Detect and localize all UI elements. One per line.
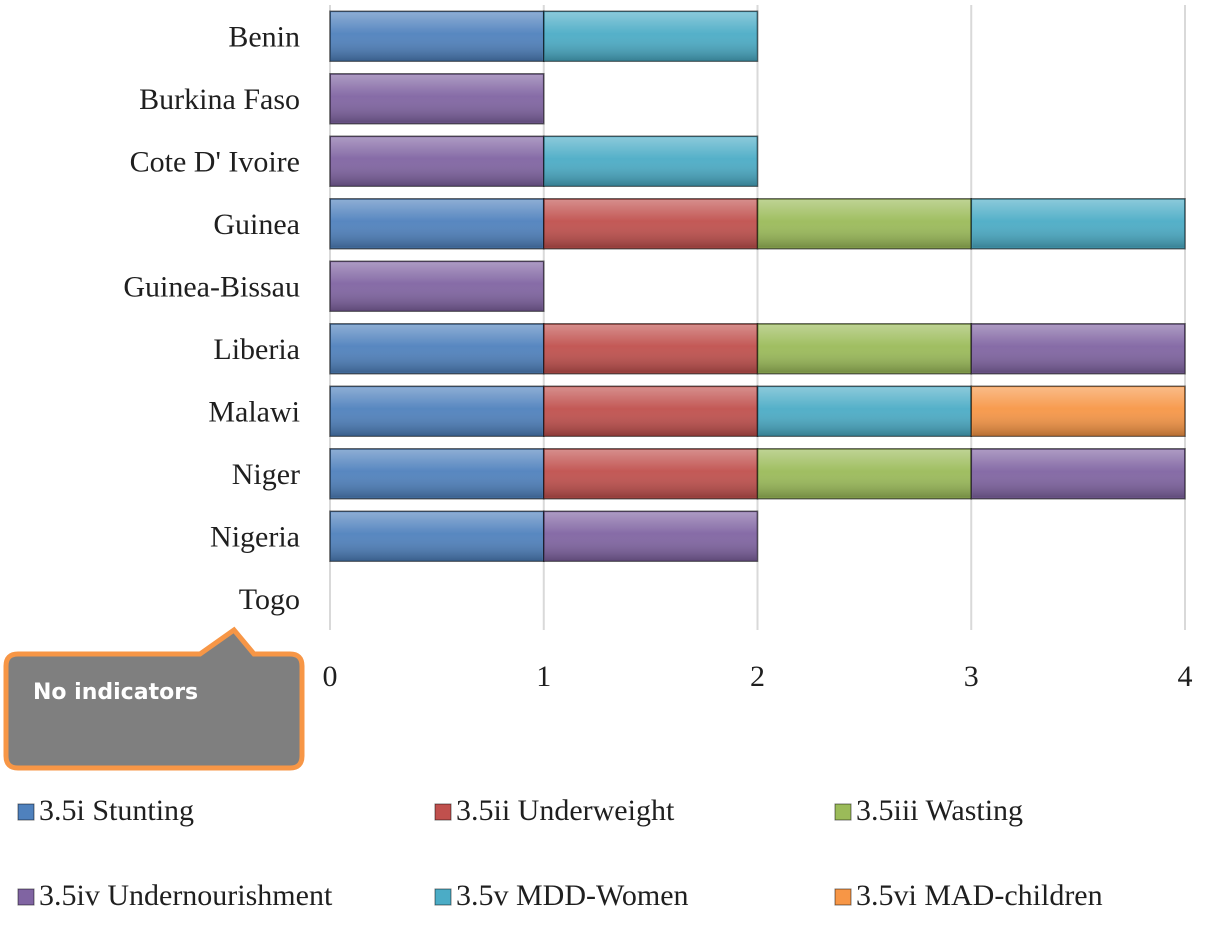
bar-segment-bevel — [758, 199, 971, 248]
legend-item-3-5iv-undernourishment: 3.5iv Undernourishment — [17, 879, 333, 912]
category-label-nigeria: Nigeria — [210, 520, 300, 553]
category-label-guinea: Guinea — [213, 208, 300, 241]
bar-guinea-bissau-3-5iv-undernourishment — [329, 260, 545, 312]
bar-segment-bevel — [331, 449, 543, 498]
bar-segment-bevel — [758, 387, 971, 436]
bar-segment-bevel — [544, 324, 757, 373]
category-label-cote-d-ivoire: Cote D' Ivoire — [130, 145, 300, 178]
bar-liberia-3-5ii-underweight — [543, 323, 759, 375]
bar-segment-bevel — [544, 137, 757, 186]
bar-segment-bevel — [544, 199, 757, 248]
bar-guinea-3-5i-stunting — [329, 198, 545, 250]
bar-liberia-3-5iv-undernourishment — [970, 323, 1186, 375]
bar-segment-bevel — [331, 74, 543, 123]
category-label-togo: Togo — [239, 583, 300, 616]
legend-swatch — [17, 803, 35, 821]
bar-segment-bevel — [331, 512, 543, 561]
bar-segment-bevel — [331, 199, 543, 248]
bar-segment-bevel — [544, 449, 757, 498]
bar-segment-bevel — [972, 387, 1184, 436]
bar-guinea-3-5v-mdd-women — [970, 198, 1186, 250]
bar-malawi-3-5vi-mad-children — [970, 385, 1186, 437]
bar-segment-bevel — [331, 387, 543, 436]
legend-item-3-5v-mdd-women: 3.5v MDD-Women — [434, 879, 689, 912]
legend-item-3-5i-stunting: 3.5i Stunting — [17, 794, 194, 827]
legend-swatch — [834, 888, 852, 906]
legend-swatch — [434, 803, 452, 821]
bar-cote-d-ivoire-3-5iv-undernourishment — [329, 135, 545, 187]
x-tick-label-3: 3 — [964, 660, 979, 693]
bar-segment-bevel — [544, 12, 757, 61]
legend-item-3-5iii-wasting: 3.5iii Wasting — [834, 794, 1023, 827]
legend-item-3-5ii-underweight: 3.5ii Underweight — [434, 794, 675, 827]
category-label-burkina-faso: Burkina Faso — [139, 83, 300, 116]
callout-shape — [3, 626, 305, 771]
bar-segment-bevel — [544, 512, 757, 561]
bar-nigeria-3-5iv-undernourishment — [543, 510, 759, 562]
bar-malawi-3-5i-stunting — [329, 385, 545, 437]
bar-segment-bevel — [331, 324, 543, 373]
legend-swatch — [17, 888, 35, 906]
bar-malawi-3-5v-mdd-women — [756, 385, 972, 437]
x-tick-label-2: 2 — [750, 660, 765, 693]
legend-label: 3.5iv Undernourishment — [39, 879, 333, 912]
bar-niger-3-5ii-underweight — [543, 448, 759, 500]
bar-segment-bevel — [331, 262, 543, 311]
bar-benin-3-5v-mdd-women — [543, 10, 759, 62]
callout-text: No indicators — [33, 680, 198, 705]
category-label-liberia: Liberia — [213, 333, 300, 366]
x-axis-tick-labels: 0 1 2 3 4 — [323, 660, 1193, 693]
bar-niger-3-5i-stunting — [329, 448, 545, 500]
bar-niger-3-5iii-wasting — [756, 448, 972, 500]
bar-nigeria-3-5i-stunting — [329, 510, 545, 562]
legend-label: 3.5iii Wasting — [856, 794, 1023, 827]
legend: 3.5i Stunting 3.5ii Underweight 3.5iii Was… — [17, 794, 1103, 912]
bar-cote-d-ivoire-3-5v-mdd-women — [543, 135, 759, 187]
bar-segment-bevel — [544, 387, 757, 436]
legend-item-3-5vi-mad-children: 3.5vi MAD-children — [834, 879, 1103, 912]
legend-label: 3.5vi MAD-children — [856, 879, 1103, 912]
bar-liberia-3-5iii-wasting — [756, 323, 972, 375]
legend-label: 3.5ii Underweight — [456, 794, 675, 827]
bar-burkina-faso-3-5iv-undernourishment — [329, 73, 545, 125]
x-tick-label-1: 1 — [536, 660, 551, 693]
bar-segment-bevel — [972, 199, 1184, 248]
bar-segment-bevel — [331, 12, 543, 61]
bar-segment-bevel — [972, 449, 1184, 498]
bar-guinea-3-5ii-underweight — [543, 198, 759, 250]
category-label-benin: Benin — [228, 20, 300, 53]
category-labels: Benin Burkina Faso Cote D' Ivoire Guinea Gui… — [123, 20, 300, 616]
bar-segment-bevel — [972, 324, 1184, 373]
bar-segment-bevel — [331, 137, 543, 186]
bar-segment-bevel — [758, 324, 971, 373]
legend-label: 3.5i Stunting — [39, 794, 194, 827]
category-label-niger: Niger — [232, 458, 300, 491]
legend-label: 3.5v MDD-Women — [456, 879, 689, 912]
x-tick-label-0: 0 — [323, 660, 338, 693]
bar-niger-3-5iv-undernourishment — [970, 448, 1186, 500]
no-indicators-callout: No indicators — [3, 626, 305, 771]
legend-swatch — [434, 888, 452, 906]
bar-benin-3-5i-stunting — [329, 10, 545, 62]
bars — [329, 10, 1186, 562]
bar-malawi-3-5ii-underweight — [543, 385, 759, 437]
bar-liberia-3-5i-stunting — [329, 323, 545, 375]
x-tick-label-4: 4 — [1178, 660, 1193, 693]
category-label-guinea-bissau: Guinea-Bissau — [123, 270, 300, 303]
bar-segment-bevel — [758, 449, 971, 498]
bar-guinea-3-5iii-wasting — [756, 198, 972, 250]
legend-swatch — [834, 803, 852, 821]
category-label-malawi: Malawi — [208, 395, 300, 428]
